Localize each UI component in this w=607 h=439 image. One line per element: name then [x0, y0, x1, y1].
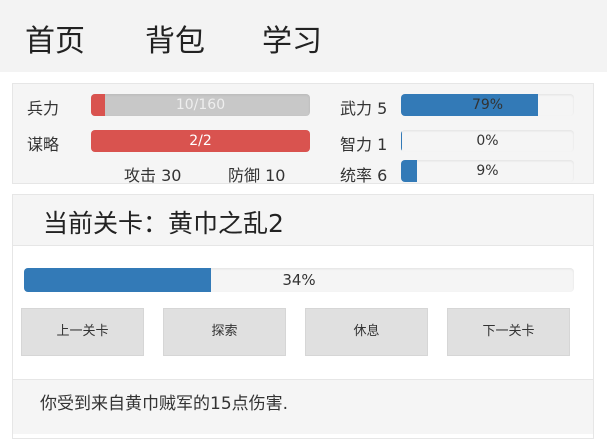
explore-button[interactable]: 探索 [163, 308, 286, 356]
force-label: 武力 5 [340, 99, 388, 118]
next-stage-button[interactable]: 下一关卡 [447, 308, 570, 356]
top-nav: 首页 背包 学习 [0, 0, 607, 72]
force-fill [401, 94, 538, 116]
strategy-text: 2/2 [189, 133, 212, 149]
troops-fill [91, 94, 105, 116]
command-fill [401, 160, 417, 182]
stage-progress-bar: 34% [24, 268, 574, 292]
intellect-bar: 0% [401, 130, 574, 152]
command-label: 统率 6 [340, 166, 388, 185]
nav-bag[interactable]: 背包 [145, 24, 205, 59]
log-area: 你受到来自黄巾贼军的15点伤害. [13, 379, 593, 434]
force-text: 79% [471, 97, 504, 113]
force-bar: 79% [401, 94, 574, 116]
strategy-label: 谋略 [27, 135, 60, 154]
nav-home[interactable]: 首页 [25, 24, 85, 59]
nav-study[interactable]: 学习 [262, 24, 322, 59]
intellect-fill [401, 130, 402, 152]
stage-progress-text: 34% [282, 271, 316, 289]
intellect-label: 智力 1 [340, 135, 388, 154]
strategy-bar: 2/2 [91, 130, 310, 152]
defense-value: 防御 10 [228, 166, 286, 185]
troops-bar: 10/160 [91, 94, 310, 116]
stage-header: 当前关卡：黄巾之乱2 [13, 195, 593, 246]
stage-title: 当前关卡：黄巾之乱2 [43, 209, 284, 238]
prev-stage-button[interactable]: 上一关卡 [21, 308, 144, 356]
stage-progress-fill [24, 268, 211, 292]
command-text: 9% [476, 163, 499, 179]
intellect-text: 0% [476, 133, 499, 149]
troops-text: 10/160 [175, 97, 226, 113]
log-message: 你受到来自黄巾贼军的15点伤害. [40, 394, 289, 414]
attack-value: 攻击 30 [124, 166, 182, 185]
strategy-fill [91, 130, 310, 152]
troops-label: 兵力 [27, 99, 60, 118]
command-bar: 9% [401, 160, 574, 182]
rest-button[interactable]: 休息 [305, 308, 428, 356]
